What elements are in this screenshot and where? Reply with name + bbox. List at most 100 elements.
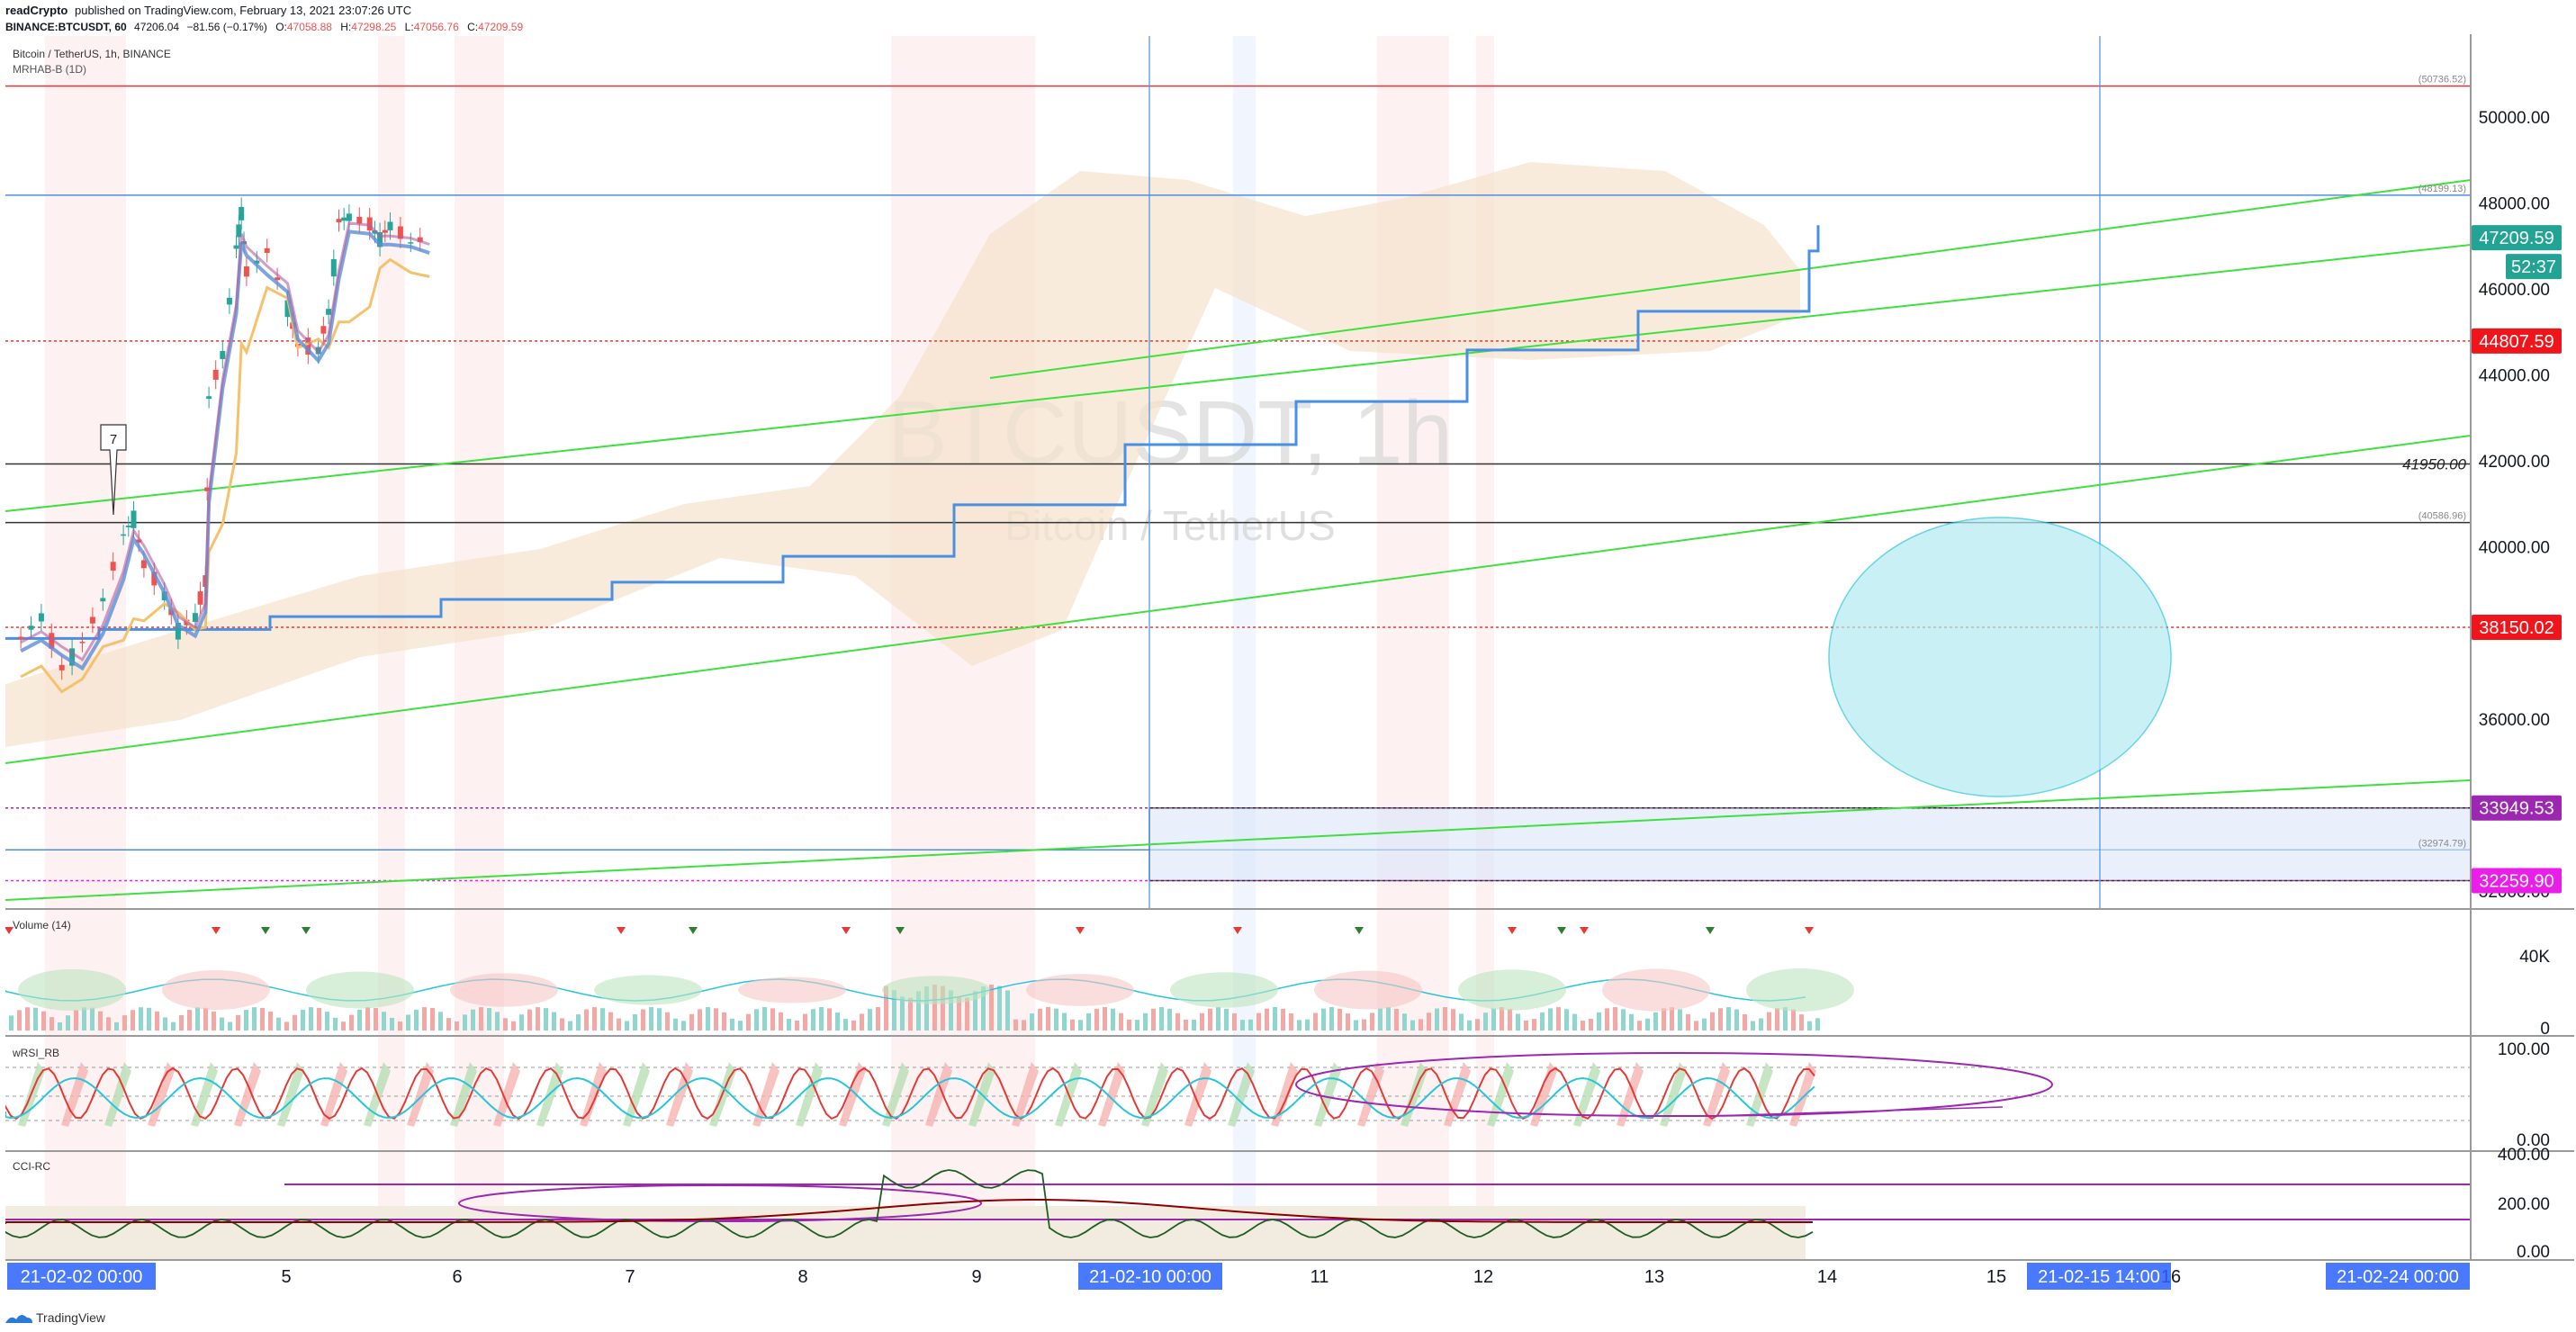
volume-bar — [203, 1007, 208, 1030]
volume-bar — [625, 1021, 629, 1030]
volume-bar — [1305, 1019, 1310, 1030]
support-zone-rect[interactable] — [1148, 806, 2471, 882]
volume-bar — [1791, 1009, 1796, 1030]
rsi-ribbon — [1617, 1062, 1644, 1127]
volume-bar — [106, 1017, 111, 1030]
volume-bar — [1313, 1012, 1318, 1030]
volume-bar — [617, 1018, 621, 1030]
candle-body — [417, 237, 423, 242]
volume-bar — [552, 1012, 556, 1030]
cci-pane[interactable] — [5, 1169, 2471, 1260]
volume-bar — [762, 1007, 767, 1030]
candle-body — [226, 297, 232, 305]
volume-bar — [1321, 1008, 1326, 1030]
volume-bar — [236, 1014, 240, 1030]
price-pane[interactable]: 7(50736.52)(48199.13)41950.00(40586.96)(… — [5, 36, 2471, 909]
rsi-ribbon — [277, 1062, 304, 1127]
time-tick-0: 5 — [281, 1267, 291, 1287]
ohlc-h-value: 47298.25 — [351, 21, 396, 33]
volume-signal-marker — [1805, 927, 1814, 934]
volume-bar — [1726, 1007, 1731, 1030]
ohlc-c-value: 47209.59 — [478, 21, 523, 33]
volume-bar — [1783, 1007, 1788, 1030]
volume-bar — [1111, 1008, 1115, 1030]
candle-body — [254, 260, 260, 264]
volume-bar — [1127, 1019, 1131, 1030]
time-tick-1: 6 — [452, 1267, 462, 1287]
volume-bar — [1167, 1008, 1172, 1030]
volume-bar — [1119, 1012, 1123, 1030]
level-note-0: (50736.52) — [2418, 75, 2466, 86]
candle-body — [18, 636, 24, 639]
volume-bar — [179, 1014, 184, 1030]
volume-bar — [787, 1018, 791, 1030]
price-axis[interactable]: 50000.00 48000.00 46000.00 44000.00 42000.00… — [2479, 109, 2551, 1262]
volume-title: Volume (14) — [13, 919, 71, 932]
price-tick-3: 44000.00 — [2479, 366, 2550, 385]
volume-bar — [163, 1017, 167, 1030]
rsi-ribbon — [752, 1062, 779, 1127]
volume-bar — [892, 990, 896, 1030]
candle-body — [341, 217, 347, 221]
volume-bar — [17, 1010, 22, 1030]
candle-body — [204, 487, 211, 491]
volume-bar — [244, 1010, 248, 1030]
wrsi-pane[interactable] — [5, 1052, 2471, 1127]
volume-pane[interactable] — [5, 927, 1854, 1030]
target-circle[interactable] — [1828, 517, 2172, 797]
candle-body — [212, 369, 219, 380]
volume-bar — [1702, 1018, 1707, 1030]
candle-body — [197, 591, 203, 605]
callout-box — [100, 424, 127, 516]
volume-bar — [1459, 1013, 1464, 1030]
volume-bar — [600, 1008, 605, 1030]
volume-bar — [1402, 1013, 1407, 1030]
volume-bar — [495, 1012, 500, 1030]
volume-bar — [641, 1009, 645, 1030]
volume-bar — [301, 1009, 305, 1030]
volume-bar — [706, 1007, 710, 1030]
volume-bar — [1564, 1009, 1569, 1030]
volume-bar — [333, 1017, 338, 1030]
volume-bar — [519, 1014, 524, 1030]
volume-bar — [382, 1012, 386, 1030]
volume-bar — [851, 1020, 856, 1030]
indicator-tick-1-0: 100.00 — [2498, 1040, 2550, 1059]
time-highlight-3: 21-02-24 00:00 — [2337, 1267, 2459, 1287]
volume-bar — [1078, 1020, 1083, 1030]
rsi-highlight-ellipse — [1295, 1052, 2053, 1117]
candle-body — [356, 216, 363, 224]
volume-bar — [738, 1021, 743, 1030]
volume-bar — [746, 1013, 751, 1030]
volume-bar — [730, 1018, 734, 1030]
price-label-1: 52:37 — [2511, 257, 2556, 277]
candle-body — [305, 338, 311, 356]
ohlc-c-label: C: — [467, 21, 478, 33]
volume-bar — [422, 1007, 427, 1030]
volume-bar — [1192, 1019, 1196, 1030]
volume-bar — [357, 1009, 362, 1030]
time-axis[interactable]: 5678911121314151621-02-02 00:0021-02-10 … — [7, 1263, 2470, 1290]
volume-bar — [698, 1009, 702, 1030]
rsi-ribbon — [882, 1062, 909, 1127]
volume-bar — [1524, 1020, 1528, 1030]
cci-line — [5, 1169, 1814, 1238]
volume-cloud — [450, 973, 558, 1007]
volume-cloud — [738, 976, 846, 1004]
volume-bar — [1807, 1021, 1812, 1030]
rsi-ribbon — [191, 1062, 218, 1127]
volume-bar — [1394, 1009, 1399, 1030]
rsi-ribbon — [666, 1062, 693, 1127]
candle-body — [125, 525, 131, 527]
ohlc-l-label: L: — [405, 21, 414, 33]
annotation-callout[interactable]: 7 — [100, 424, 127, 516]
green-trendline-1 — [5, 435, 2470, 764]
callout-label: 7 — [110, 432, 117, 447]
volume-signal-marker — [1557, 927, 1566, 934]
ohlc-o-label: O: — [275, 21, 287, 33]
volume-bar — [868, 1009, 872, 1030]
volume-bar — [916, 991, 921, 1030]
rsi-ribbon — [580, 1062, 607, 1127]
volume-bar — [1281, 1008, 1285, 1030]
